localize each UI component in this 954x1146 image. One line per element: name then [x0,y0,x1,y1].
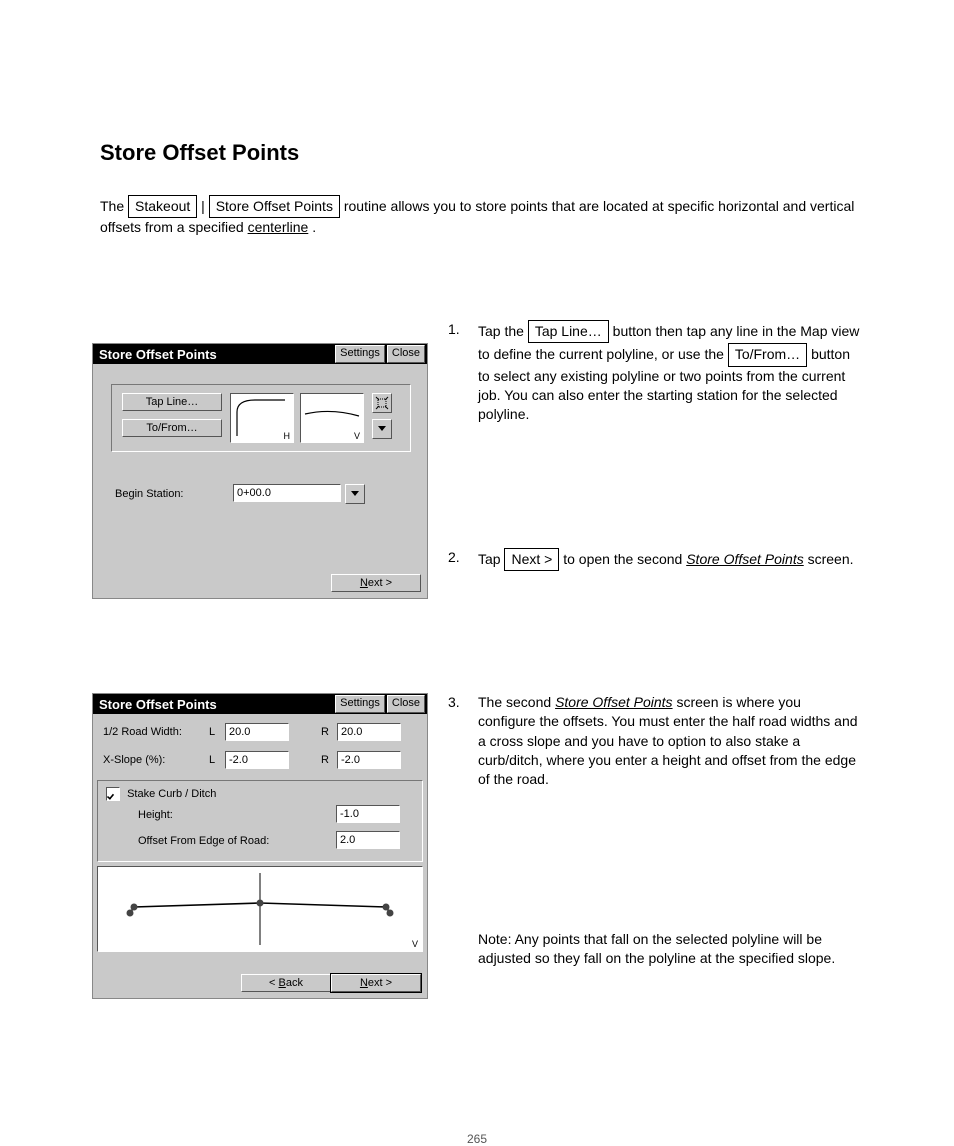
text: to open the second [563,551,686,567]
dialog-title: Store Offset Points [99,697,333,712]
text: Tap the [478,323,528,339]
stake-curb-row: Stake Curb / Ditch [106,787,216,801]
dialog-title: Store Offset Points [99,347,333,362]
half-road-r-input[interactable]: 20.0 [337,723,401,741]
height-input[interactable]: -1.0 [336,805,400,823]
text: The second [478,694,555,710]
store-offset-link[interactable]: Store Offset Points [686,551,804,567]
store-offset-points-dialog-2: Store Offset Points Settings Close 1/2 R… [92,693,428,999]
text: ext > [368,977,392,989]
stakeout-ref-button: Stakeout [128,195,197,218]
r-label-2: R [321,754,329,766]
text: | [201,198,209,214]
text: N [360,577,368,589]
l-label-2: L [209,754,215,766]
step3-number: 3. [448,693,478,712]
tap-line-ref-button: Tap Line… [528,320,609,343]
step3-text: The second Store Offset Points screen is… [478,693,860,790]
v-label: V [354,431,360,441]
zoom-extents-button[interactable] [372,393,392,413]
step2-number: 2. [448,548,478,567]
titlebar: Store Offset Points Settings Close [93,344,427,364]
step2-text: Tap Next > to open the second Store Offs… [478,548,860,571]
v-preview: V [300,393,364,443]
stake-curb-panel: Stake Curb / Ditch Height: -1.0 Offset F… [97,780,423,862]
offset-edge-label: Offset From Edge of Road: [138,835,269,847]
text: ack [286,977,303,989]
xslope-r-input[interactable]: -2.0 [337,751,401,769]
note-text: Note: Any points that fall on the select… [478,930,860,969]
begin-station-field[interactable]: 0+00.0 [233,484,365,504]
settings-button[interactable]: Settings [335,695,385,713]
page-number: 265 [0,1132,954,1146]
l-label-1: L [209,726,215,738]
text: ext > [368,577,392,589]
begin-station-label: Begin Station: [115,488,184,500]
half-road-l-input[interactable]: 20.0 [225,723,289,741]
begin-station-dropdown[interactable] [345,484,365,504]
h-label: H [284,431,291,441]
close-button[interactable]: Close [387,695,425,713]
text: . [312,219,316,235]
chevron-down-icon [377,424,387,434]
v-label: V [412,939,418,949]
store-offset-ref-button: Store Offset Points [209,195,340,218]
half-road-width-label: 1/2 Road Width: [103,726,182,738]
chevron-down-icon [350,489,360,499]
close-button[interactable]: Close [387,345,425,363]
text: Tap [478,551,504,567]
titlebar: Store Offset Points Settings Close [93,694,427,714]
text: N [360,977,368,989]
back-button[interactable]: < Back [241,974,331,992]
next-button[interactable]: Next > [331,574,421,592]
tap-line-button[interactable]: Tap Line… [122,393,222,411]
preview-dropdown[interactable] [372,419,392,439]
r-label-1: R [321,726,329,738]
xslope-l-input[interactable]: -2.0 [225,751,289,769]
xslope-label: X-Slope (%): [103,754,165,766]
store-offset-points-dialog-1: Store Offset Points Settings Close Tap L… [92,343,428,599]
store-offset-link-2[interactable]: Store Offset Points [555,694,673,710]
centerline-link[interactable]: centerline [248,219,309,235]
cross-section-icon [98,867,422,951]
cross-section-preview: V [97,866,423,952]
to-from-ref-button: To/From… [728,343,807,366]
next-ref-button: Next > [504,548,559,571]
step1-text: Tap the Tap Line… button then tap any li… [478,320,860,425]
begin-station-input[interactable]: 0+00.0 [233,484,341,502]
zoom-extents-icon [375,396,389,410]
line-select-panel: Tap Line… To/From… H V [111,384,411,452]
section-heading: Store Offset Points [100,140,299,166]
stake-curb-label: Stake Curb / Ditch [127,788,216,800]
step1-number: 1. [448,320,478,339]
stake-curb-checkbox[interactable] [106,787,120,801]
height-label: Height: [138,809,173,821]
next-button[interactable]: Next > [331,974,421,992]
text: < [269,977,278,989]
text: The [100,198,128,214]
h-preview: H [230,393,294,443]
text: screen. [808,551,854,567]
settings-button[interactable]: Settings [335,345,385,363]
to-from-button[interactable]: To/From… [122,419,222,437]
offset-edge-input[interactable]: 2.0 [336,831,400,849]
intro-paragraph: The Stakeout | Store Offset Points routi… [100,195,860,238]
text: B [279,977,286,989]
document-page: Store Offset Points The Stakeout | Store… [0,0,954,1146]
